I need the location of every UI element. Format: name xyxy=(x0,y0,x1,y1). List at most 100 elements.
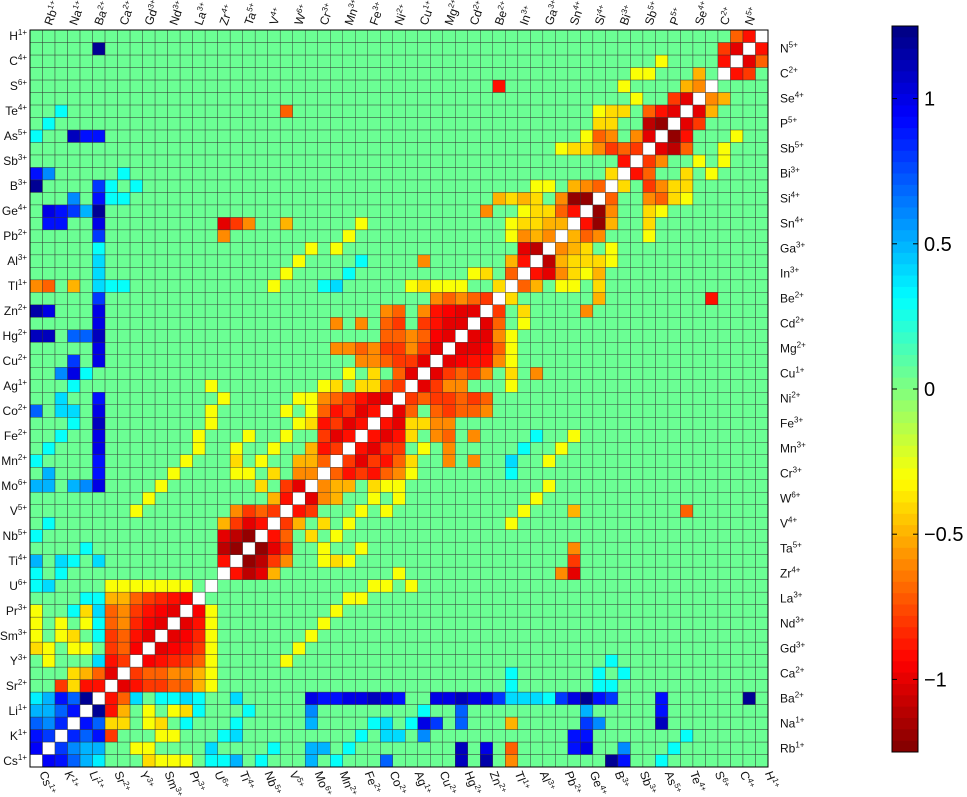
heatmap-cell xyxy=(179,304,193,318)
colorbar-segment xyxy=(892,649,918,662)
heatmap-cell xyxy=(467,679,481,693)
heatmap-cell xyxy=(279,467,293,480)
heatmap-cell xyxy=(717,741,731,755)
heatmap-cell xyxy=(179,679,193,693)
heatmap-cell xyxy=(104,92,118,106)
heatmap-cell xyxy=(279,691,293,705)
heatmap-cell xyxy=(667,392,681,405)
heatmap-cell xyxy=(179,491,193,505)
heatmap-cell xyxy=(179,267,193,281)
heatmap-cell xyxy=(129,142,143,156)
heatmap-cell xyxy=(242,691,256,705)
heatmap-cell xyxy=(517,242,531,256)
heatmap-cell xyxy=(292,442,306,455)
heatmap-cell xyxy=(217,679,231,693)
heatmap-cell xyxy=(642,29,656,43)
heatmap-cell xyxy=(430,117,443,131)
heatmap-cell xyxy=(204,229,218,243)
heatmap-cell xyxy=(154,54,168,68)
heatmap-cell xyxy=(517,129,531,143)
heatmap-cell xyxy=(555,529,569,543)
heatmap-cell xyxy=(705,179,719,193)
heatmap-cell xyxy=(530,554,544,568)
heatmap-cell xyxy=(167,204,181,218)
heatmap-cell xyxy=(392,342,406,355)
heatmap-cell xyxy=(317,117,331,131)
heatmap-cell xyxy=(605,229,619,243)
ion-label: W6+ xyxy=(291,2,312,27)
heatmap-cell xyxy=(517,579,531,593)
heatmap-cell xyxy=(330,154,343,168)
heatmap-cell xyxy=(92,691,106,705)
heatmap-cell xyxy=(430,454,443,468)
heatmap-cell xyxy=(192,541,206,555)
heatmap-cell xyxy=(217,579,231,593)
heatmap-cell xyxy=(417,442,431,455)
heatmap-cell xyxy=(705,566,719,580)
ion-label: Al3+ xyxy=(537,769,558,793)
heatmap-cell xyxy=(92,229,106,243)
heatmap-cell xyxy=(592,329,606,343)
heatmap-cell xyxy=(242,279,256,293)
heatmap-cell xyxy=(630,354,644,368)
heatmap-cell xyxy=(367,604,381,618)
heatmap-cell xyxy=(267,292,281,306)
heatmap-cell xyxy=(580,404,594,418)
heatmap-cell xyxy=(605,54,619,68)
heatmap-cell xyxy=(592,67,606,81)
colorbar-segment xyxy=(892,468,918,481)
heatmap-cell xyxy=(142,292,156,306)
heatmap-cell xyxy=(355,729,368,743)
heatmap-cell xyxy=(655,491,669,505)
ion-label: V5+ xyxy=(10,503,27,518)
heatmap-cell xyxy=(92,604,106,618)
heatmap-cell xyxy=(167,379,181,393)
heatmap-cell xyxy=(217,467,231,480)
heatmap-cell xyxy=(717,317,731,330)
heatmap-cell xyxy=(380,142,393,156)
heatmap-cell xyxy=(555,267,569,281)
heatmap-cell xyxy=(242,704,256,718)
heatmap-cell xyxy=(630,229,644,243)
heatmap-cell xyxy=(405,579,418,593)
heatmap-cell xyxy=(592,467,606,480)
heatmap-cell xyxy=(129,254,143,268)
heatmap-cell xyxy=(92,504,106,518)
heatmap-cell xyxy=(467,404,481,418)
heatmap-cell xyxy=(279,442,293,455)
heatmap-cell xyxy=(705,641,719,655)
heatmap-cell xyxy=(279,754,293,768)
heatmap-cell xyxy=(442,591,456,605)
heatmap-cell xyxy=(367,204,381,218)
heatmap-cell xyxy=(467,704,481,718)
heatmap-cell xyxy=(592,92,606,106)
heatmap-cell xyxy=(204,242,218,256)
heatmap-cell xyxy=(355,317,368,330)
heatmap-cell xyxy=(217,342,231,355)
heatmap-cell xyxy=(430,691,443,705)
heatmap-cell xyxy=(142,317,156,330)
heatmap-cell xyxy=(304,629,318,643)
heatmap-cell xyxy=(79,629,93,643)
heatmap-cell xyxy=(642,329,656,343)
heatmap-cell xyxy=(254,117,268,131)
heatmap-cell xyxy=(380,666,393,680)
heatmap-cell xyxy=(755,367,769,380)
heatmap-cell xyxy=(480,591,494,605)
heatmap-cell xyxy=(117,691,131,705)
heatmap-cell xyxy=(642,117,656,131)
heatmap-cell xyxy=(29,504,43,518)
heatmap-cell xyxy=(467,454,481,468)
heatmap-cell xyxy=(542,417,556,430)
colorbar-segment xyxy=(892,411,918,424)
heatmap-cell xyxy=(655,354,669,368)
heatmap-cell xyxy=(330,729,343,743)
heatmap-cell xyxy=(267,267,281,281)
heatmap-cell xyxy=(380,217,393,231)
heatmap-cell xyxy=(392,729,406,743)
ion-label: Mn2+ xyxy=(337,769,360,797)
heatmap-cell xyxy=(67,192,81,206)
heatmap-cell xyxy=(204,604,218,618)
heatmap-cell xyxy=(617,566,631,580)
heatmap-cell xyxy=(104,479,118,493)
